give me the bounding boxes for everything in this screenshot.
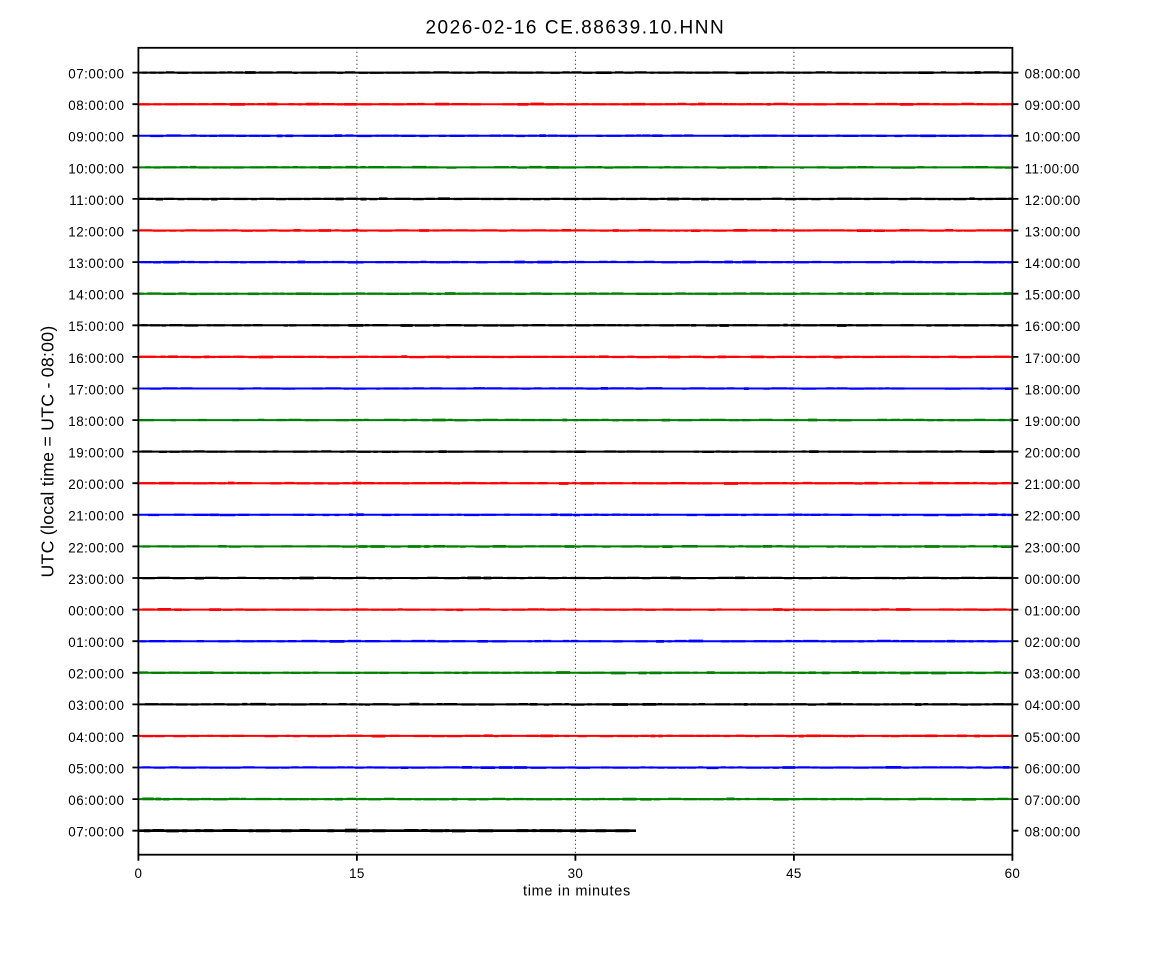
svg-text:45: 45 xyxy=(786,866,802,881)
svg-text:06:00:00: 06:00:00 xyxy=(68,793,124,808)
svg-text:20:00:00: 20:00:00 xyxy=(1025,446,1081,461)
svg-text:07:00:00: 07:00:00 xyxy=(68,825,124,840)
svg-text:21:00:00: 21:00:00 xyxy=(68,509,124,524)
svg-text:18:00:00: 18:00:00 xyxy=(1025,382,1081,397)
svg-text:09:00:00: 09:00:00 xyxy=(68,130,124,145)
svg-text:16:00:00: 16:00:00 xyxy=(68,351,124,366)
svg-text:19:00:00: 19:00:00 xyxy=(68,446,124,461)
svg-text:17:00:00: 17:00:00 xyxy=(68,382,124,397)
svg-text:22:00:00: 22:00:00 xyxy=(1025,509,1081,524)
svg-text:08:00:00: 08:00:00 xyxy=(1025,825,1081,840)
svg-text:22:00:00: 22:00:00 xyxy=(68,540,124,555)
svg-text:02:00:00: 02:00:00 xyxy=(1025,635,1081,650)
svg-text:07:00:00: 07:00:00 xyxy=(68,67,124,82)
svg-text:04:00:00: 04:00:00 xyxy=(1025,698,1081,713)
svg-text:15:00:00: 15:00:00 xyxy=(68,319,124,334)
svg-text:16:00:00: 16:00:00 xyxy=(1025,319,1081,334)
svg-text:10:00:00: 10:00:00 xyxy=(68,161,124,176)
svg-text:02:00:00: 02:00:00 xyxy=(68,667,124,682)
svg-text:12:00:00: 12:00:00 xyxy=(68,224,124,239)
svg-text:07:00:00: 07:00:00 xyxy=(1025,793,1081,808)
svg-text:11:00:00: 11:00:00 xyxy=(1025,161,1080,176)
svg-text:05:00:00: 05:00:00 xyxy=(1025,730,1081,745)
svg-text:01:00:00: 01:00:00 xyxy=(1025,604,1081,619)
svg-text:08:00:00: 08:00:00 xyxy=(68,98,124,113)
svg-text:17:00:00: 17:00:00 xyxy=(1025,351,1081,366)
svg-text:23:00:00: 23:00:00 xyxy=(1025,540,1081,555)
svg-text:00:00:00: 00:00:00 xyxy=(1025,572,1081,587)
svg-text:18:00:00: 18:00:00 xyxy=(68,414,124,429)
svg-text:03:00:00: 03:00:00 xyxy=(68,698,124,713)
svg-text:10:00:00: 10:00:00 xyxy=(1025,130,1081,145)
svg-text:2026-02-16 CE.88639.10.HNN: 2026-02-16 CE.88639.10.HNN xyxy=(425,18,725,39)
svg-text:21:00:00: 21:00:00 xyxy=(1025,477,1081,492)
svg-text:0: 0 xyxy=(135,866,143,881)
svg-text:03:00:00: 03:00:00 xyxy=(1025,667,1081,682)
svg-text:14:00:00: 14:00:00 xyxy=(68,288,124,303)
svg-text:60: 60 xyxy=(1005,866,1021,881)
svg-text:09:00:00: 09:00:00 xyxy=(1025,98,1081,113)
svg-text:20:00:00: 20:00:00 xyxy=(68,477,124,492)
svg-text:00:00:00: 00:00:00 xyxy=(68,604,124,619)
svg-text:05:00:00: 05:00:00 xyxy=(68,761,124,776)
svg-text:01:00:00: 01:00:00 xyxy=(68,635,124,650)
svg-text:13:00:00: 13:00:00 xyxy=(68,256,124,271)
svg-text:14:00:00: 14:00:00 xyxy=(1025,256,1081,271)
svg-text:15: 15 xyxy=(349,866,365,881)
svg-text:12:00:00: 12:00:00 xyxy=(1025,193,1081,208)
svg-text:23:00:00: 23:00:00 xyxy=(68,572,124,587)
svg-text:06:00:00: 06:00:00 xyxy=(1025,761,1081,776)
svg-text:15:00:00: 15:00:00 xyxy=(1025,288,1081,303)
svg-text:19:00:00: 19:00:00 xyxy=(1025,414,1081,429)
svg-text:13:00:00: 13:00:00 xyxy=(1025,224,1081,239)
svg-text:11:00:00: 11:00:00 xyxy=(69,193,124,208)
svg-text:time in minutes: time in minutes xyxy=(523,884,631,900)
svg-text:08:00:00: 08:00:00 xyxy=(1025,67,1081,82)
svg-text:04:00:00: 04:00:00 xyxy=(68,730,124,745)
svg-text:UTC (local time = UTC - 08:00): UTC (local time = UTC - 08:00) xyxy=(38,325,58,577)
svg-text:30: 30 xyxy=(568,866,584,881)
